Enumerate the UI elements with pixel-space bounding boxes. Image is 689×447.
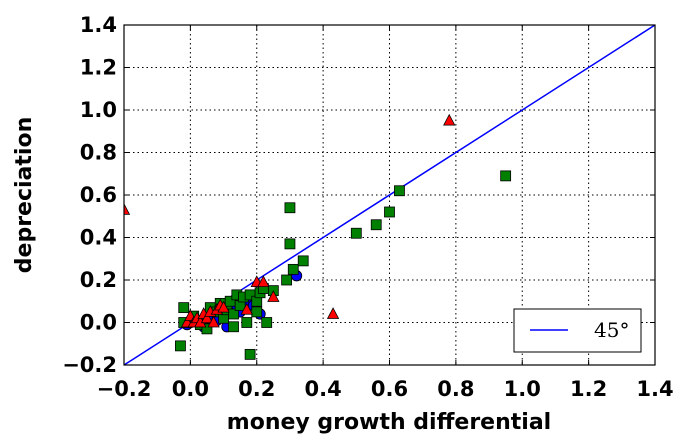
y-tick-label: 0.6: [80, 183, 117, 207]
triangle-point: [240, 302, 253, 315]
x-tick-label: 1.0: [504, 377, 541, 401]
triangle-point: [443, 113, 456, 126]
square-point: [228, 308, 239, 320]
square-point: [241, 317, 253, 328]
square-point: [284, 202, 296, 214]
x-tick-label: −0.2: [97, 377, 152, 401]
square-point: [244, 348, 256, 360]
x-tick-label: 0.4: [305, 377, 342, 401]
triangle-point: [124, 203, 131, 215]
triangle-point: [326, 307, 340, 319]
square-point: [287, 263, 299, 275]
square-point: [228, 321, 239, 333]
x-tick-label: 0.8: [437, 377, 474, 401]
square-point: [394, 185, 405, 197]
y-axis-label: depreciation: [12, 117, 37, 273]
square-point: [178, 302, 190, 314]
x-tick-label: 0.6: [371, 377, 408, 401]
square-point: [281, 274, 293, 286]
triangle-point: [200, 311, 214, 324]
square-point: [251, 306, 263, 318]
x-tick-label: 1.4: [636, 377, 673, 401]
y-tick-label: −0.2: [62, 353, 117, 377]
triangle-point: [267, 290, 280, 302]
square-point: [261, 317, 273, 328]
y-tick-label: 0.4: [80, 226, 117, 250]
y-tick-labels: −0.2 0.0 0.2 0.4 0.6 0.8 1.0 1.2 1.4: [62, 13, 117, 377]
square-point: [175, 340, 186, 352]
x-tick-labels: −0.2 0.0 0.2 0.4 0.6 0.8 1.0 1.2 1.4: [97, 377, 674, 401]
y-tick-label: 0.2: [80, 268, 117, 292]
square-point: [297, 255, 309, 267]
legend-label: 45°: [594, 318, 629, 342]
y-tick-label: 0.0: [80, 311, 117, 335]
triangle-point: [257, 275, 270, 288]
square-point: [500, 170, 512, 182]
square-point: [201, 323, 213, 335]
x-tick-label: 0.0: [172, 377, 209, 401]
triangle-point: [217, 300, 230, 313]
triangle-point: [207, 315, 220, 328]
y-tick-label: 0.8: [80, 141, 117, 165]
plot-frame: [123, 24, 656, 366]
y-tick-label: 1.2: [80, 56, 117, 80]
square-point: [284, 238, 296, 250]
x-tick-label: 1.2: [570, 377, 607, 401]
y-tick-label: 1.4: [80, 13, 117, 37]
square-point: [370, 219, 382, 231]
x-axis-label: money growth differential: [227, 410, 551, 435]
data-points: [124, 113, 512, 360]
square-point: [384, 206, 395, 218]
square-point: [350, 227, 362, 239]
legend: 45°: [513, 308, 642, 353]
y-tick-label: 1.0: [80, 98, 117, 122]
x-tick-label: 0.2: [238, 377, 275, 401]
